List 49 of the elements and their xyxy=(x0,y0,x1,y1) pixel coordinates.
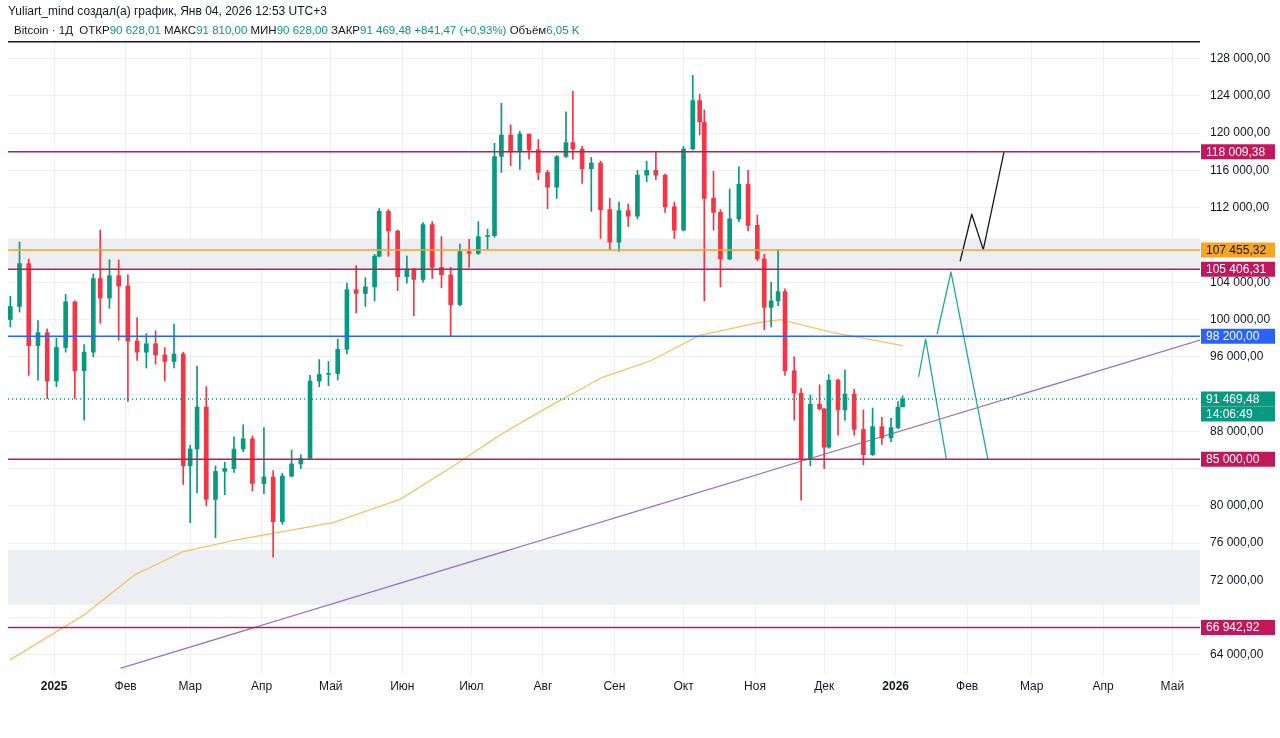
y-tick-label: 128 000,00 xyxy=(1210,50,1271,65)
candlestick xyxy=(316,359,322,387)
ref-line-label: 91 469,48 xyxy=(1206,391,1260,406)
ref-line-label: 85 000,00 xyxy=(1206,452,1260,467)
x-tick-label: 2025 xyxy=(40,679,68,694)
y-tick-label: 88 000,00 xyxy=(1210,423,1264,438)
candlestick xyxy=(353,265,359,314)
x-tick-label: Мар xyxy=(178,679,203,694)
candlestick xyxy=(162,347,168,382)
text: 14:06:49 xyxy=(1206,406,1254,421)
y-tick-label: 72 000,00 xyxy=(1210,572,1264,587)
chart-title: Bitcoin · 1Д xyxy=(14,24,73,36)
x-tick-label: Ноя xyxy=(744,679,766,694)
x-tick-label: 2026 xyxy=(882,679,910,694)
y-tick-label: 80 000,00 xyxy=(1210,498,1264,513)
y-tick-label: 120 000,00 xyxy=(1210,125,1271,140)
x-tick-label: Дек xyxy=(814,679,835,694)
candlestick xyxy=(588,157,594,212)
x-tick-label: Авг xyxy=(533,679,553,694)
y-tick-label: 76 000,00 xyxy=(1210,535,1264,550)
ref-line-label: 98 200,00 xyxy=(1206,329,1260,344)
x-tick-label: Май xyxy=(319,679,343,694)
ref-line-label: 105 406,31 xyxy=(1206,261,1267,276)
x-tick-label: Апр xyxy=(251,679,273,694)
y-tick-label: 104 000,00 xyxy=(1210,274,1271,289)
x-tick-label: Мар xyxy=(1019,679,1044,694)
y-tick-label: 96 000,00 xyxy=(1210,349,1264,364)
y-tick-label: 112 000,00 xyxy=(1210,200,1270,215)
text: ОТКР90 628,01 МАКС91 810,00 МИН90 628,00 ЗАКР91 469,48 +841,47 (+0,93%) Объём6,05 K xyxy=(79,24,580,36)
y-tick-label: 124 000,00 xyxy=(1210,88,1271,103)
x-tick-label: Июн xyxy=(390,679,415,694)
candlestick xyxy=(222,461,228,496)
x-tick-label: Фев xyxy=(114,679,137,694)
x-tick-label: Май xyxy=(1160,679,1185,694)
candlestick xyxy=(97,229,103,324)
ref-line-label: 66 942,92 xyxy=(1206,620,1260,635)
candlestick xyxy=(466,239,472,268)
x-tick-label: Июл xyxy=(459,679,484,694)
text: Yuliart_mind создал(а) график, Янв 04, 2026 12:53 UTC+3 xyxy=(8,4,327,18)
candlestick xyxy=(411,267,417,317)
y-tick-label: 100 000,00 xyxy=(1210,311,1271,326)
x-tick-label: Сен xyxy=(603,679,626,694)
x-tick-label: Апр xyxy=(1092,679,1115,694)
x-tick-label: Окт xyxy=(673,679,695,694)
ref-line-label: 118 009,38 xyxy=(1206,144,1266,159)
y-tick-label: 116 000,00 xyxy=(1210,162,1270,177)
x-tick-label: Фев xyxy=(956,679,979,694)
ref-line-label: 107 455,32 xyxy=(1206,242,1267,257)
y-tick-label: 64 000,00 xyxy=(1210,647,1264,662)
